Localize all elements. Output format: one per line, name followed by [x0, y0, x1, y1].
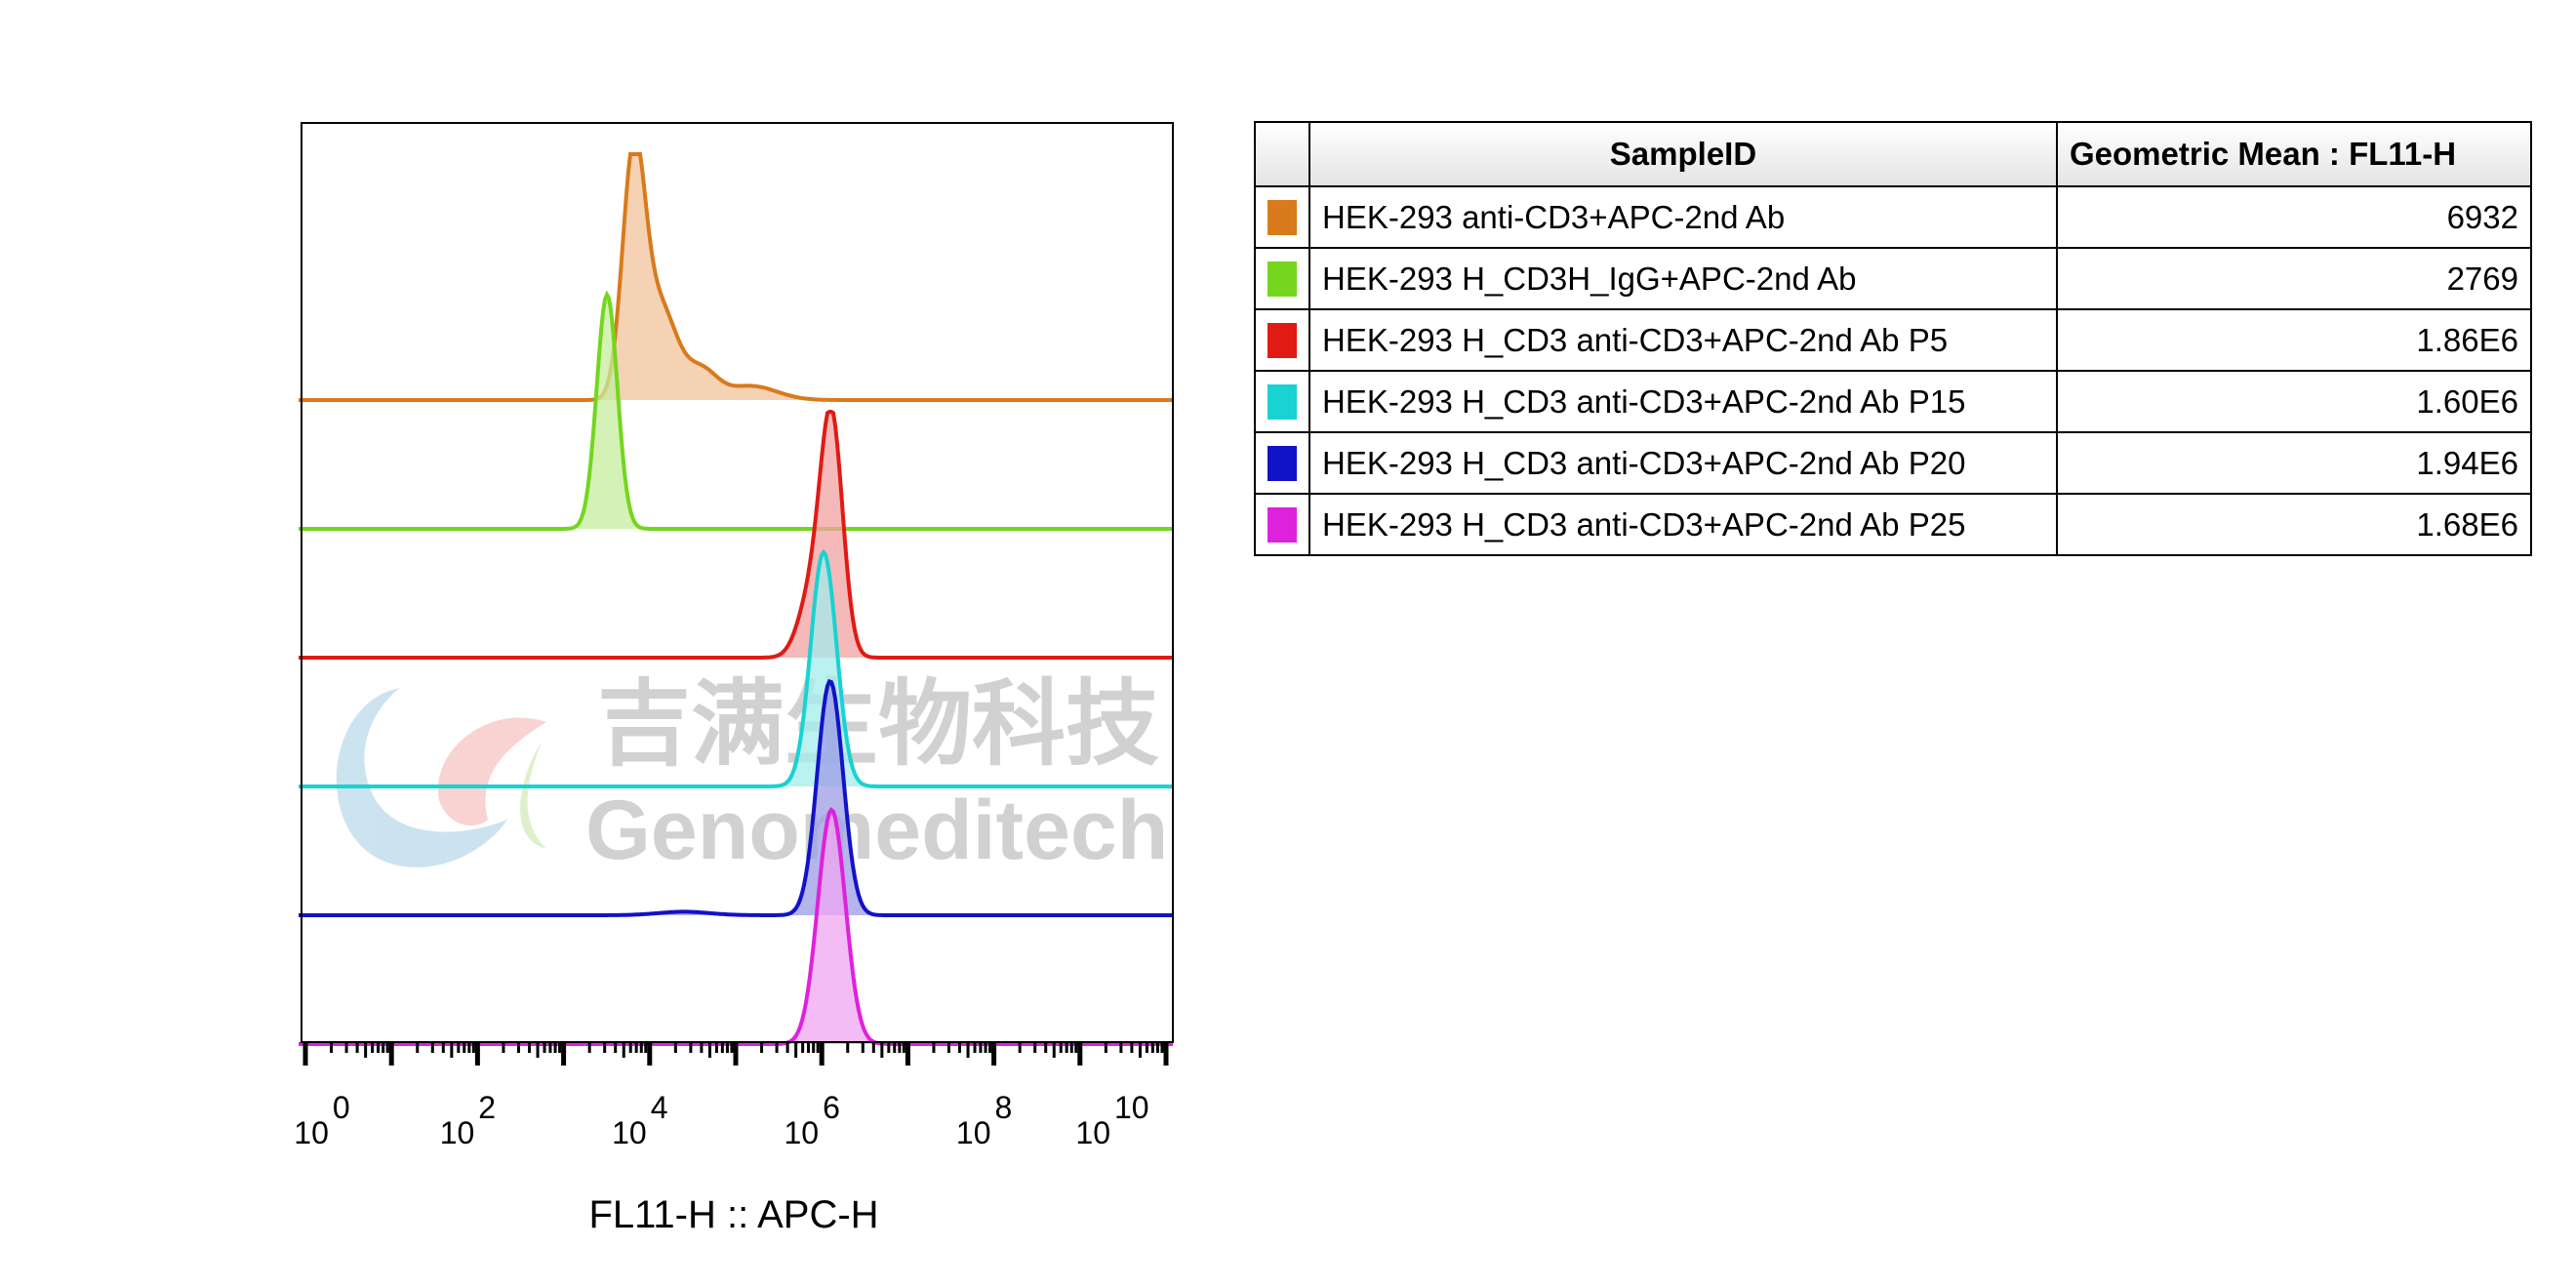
- color-swatch: [1268, 322, 1297, 358]
- sample-id-cell: HEK-293 H_CD3 anti-CD3+APC-2nd Ab P25: [1308, 493, 2058, 556]
- x-axis-label: FL11-H :: APC-H: [588, 1193, 878, 1236]
- sample-table: SampleID Geometric Mean : FL11-H HEK-293…: [1254, 121, 2532, 556]
- swatch-cell: [1254, 493, 1310, 556]
- table-row: HEK-293 H_CD3H_IgG+APC-2nd Ab 2769: [1254, 247, 2532, 310]
- table-header-row: SampleID Geometric Mean : FL11-H: [1254, 121, 2532, 187]
- x-tick-label: 100: [294, 1090, 349, 1150]
- plot-frame: [301, 122, 1174, 1043]
- geometric-mean-cell: 1.68E6: [2056, 493, 2532, 556]
- table-row: HEK-293 H_CD3 anti-CD3+APC-2nd Ab P25 1.6…: [1254, 493, 2532, 556]
- geometric-mean-cell: 1.86E6: [2056, 308, 2532, 372]
- histogram-outline: [299, 548, 1173, 788]
- swatch-cell: [1254, 185, 1310, 249]
- histogram-outline: [299, 152, 1173, 402]
- color-swatch: [1268, 199, 1297, 235]
- histogram-fill: [299, 295, 1173, 529]
- watermark-chinese: 吉满生物科技: [597, 669, 1159, 779]
- histogram-outline: [299, 290, 1173, 531]
- x-tick-label: 106: [785, 1090, 840, 1150]
- color-swatch: [1268, 445, 1297, 481]
- sample-id-cell: HEK-293 H_CD3 anti-CD3+APC-2nd Ab P5: [1308, 308, 2058, 372]
- x-tick-label: 1010: [1075, 1090, 1148, 1150]
- table-row: HEK-293 H_CD3 anti-CD3+APC-2nd Ab P15 1.6…: [1254, 370, 2532, 433]
- watermark-swirl-green: [520, 742, 546, 849]
- sample-id-cell: HEK-293 anti-CD3+APC-2nd Ab: [1308, 185, 2058, 249]
- histogram-series: [299, 410, 1173, 660]
- watermark-logo: [336, 688, 546, 867]
- geometric-mean-header: Geometric Mean : FL11-H: [2056, 121, 2532, 187]
- swatch-cell: [1254, 370, 1310, 433]
- swatch-cell: [1254, 308, 1310, 372]
- swatch-cell: [1254, 431, 1310, 495]
- histogram-series: [299, 548, 1173, 788]
- color-swatch: [1268, 383, 1297, 420]
- table-row: HEK-293 H_CD3 anti-CD3+APC-2nd Ab P5 1.86…: [1254, 308, 2532, 372]
- sample-id-cell: HEK-293 H_CD3 anti-CD3+APC-2nd Ab P15: [1308, 370, 2058, 433]
- table-row: HEK-293 H_CD3 anti-CD3+APC-2nd Ab P20 1.9…: [1254, 431, 2532, 495]
- histogram-outline: [299, 410, 1173, 660]
- sample-id-cell: HEK-293 H_CD3 anti-CD3+APC-2nd Ab P20: [1308, 431, 2058, 495]
- x-tick-label: 108: [956, 1090, 1012, 1150]
- histogram-series: [299, 290, 1173, 531]
- histogram-outline: [299, 678, 1173, 917]
- sample-id-cell: HEK-293 H_CD3H_IgG+APC-2nd Ab: [1308, 247, 2058, 310]
- geometric-mean-cell: 1.60E6: [2056, 370, 2532, 433]
- histogram-fill: [299, 412, 1173, 658]
- table-row: HEK-293 anti-CD3+APC-2nd Ab 6932: [1254, 185, 2532, 249]
- watermark-english: Genomeditech: [585, 784, 1168, 877]
- geometric-mean-cell: 2769: [2056, 247, 2532, 310]
- series-layer: [299, 152, 1173, 1046]
- x-axis: 100 102 104 106 108 1010: [294, 1042, 1169, 1150]
- table-body: HEK-293 anti-CD3+APC-2nd Ab 6932 HEK-293 H…: [1254, 185, 2532, 556]
- color-swatch: [1268, 506, 1297, 543]
- swatch-cell: [1254, 247, 1310, 310]
- color-swatch: [1268, 261, 1297, 297]
- watermark-swirl-blue: [336, 688, 507, 867]
- geometric-mean-cell: 6932: [2056, 185, 2532, 249]
- swatch-header: [1254, 121, 1310, 187]
- watermark-swirl-red: [437, 717, 546, 825]
- histogram-series: [299, 678, 1173, 917]
- x-tick-label: 104: [612, 1090, 667, 1150]
- sampleid-header: SampleID: [1308, 121, 2058, 187]
- histogram-series: [299, 152, 1173, 402]
- x-tick-label: 102: [440, 1090, 496, 1150]
- geometric-mean-cell: 1.94E6: [2056, 431, 2532, 495]
- histogram-fill: [299, 154, 1173, 400]
